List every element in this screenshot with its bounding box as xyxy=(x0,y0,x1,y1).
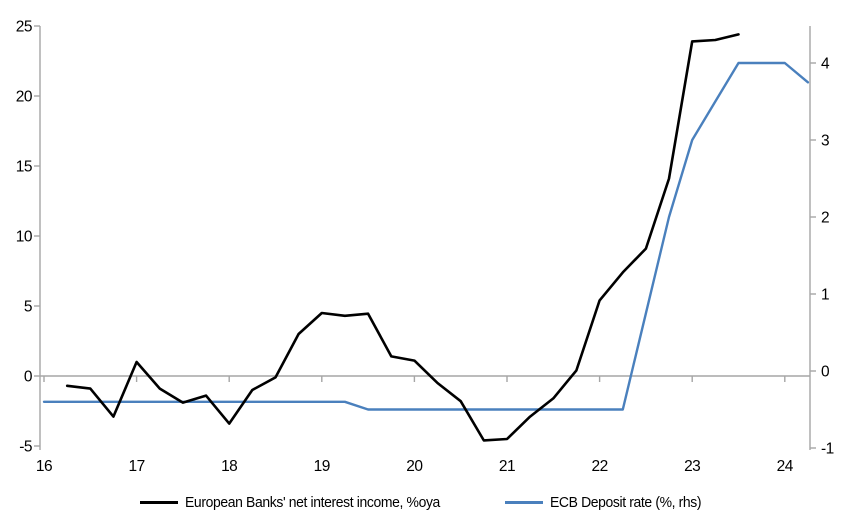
left-tick-label: 20 xyxy=(16,89,33,106)
ecb-line-swatch-icon xyxy=(504,500,543,504)
right-tick-label: 4 xyxy=(821,56,830,73)
left-tick-label: 25 xyxy=(16,19,32,36)
x-tick-label: 17 xyxy=(128,458,144,475)
right-tick-label: 3 xyxy=(821,133,829,150)
x-tick-label: 23 xyxy=(684,458,700,475)
left-tick-label: 15 xyxy=(16,159,32,176)
legend-item-nii: European Banks' net interest income, %oy… xyxy=(139,493,459,511)
right-tick-label: 1 xyxy=(821,287,829,304)
legend-label-nii: European Banks' net interest income, %oy… xyxy=(184,493,440,511)
right-tick-label: 0 xyxy=(821,364,830,381)
legend-label-ecb: ECB Deposit rate (%, rhs) xyxy=(549,493,702,511)
left-tick-label: 10 xyxy=(16,229,33,246)
x-tick-label: 19 xyxy=(314,458,330,475)
right-tick-label: -1 xyxy=(821,441,834,458)
x-tick-label: 16 xyxy=(36,458,52,475)
left-tick-label: -5 xyxy=(19,439,32,456)
nii-line-swatch-icon xyxy=(139,500,178,504)
x-tick-label: 18 xyxy=(221,458,237,475)
left-tick-label: 0 xyxy=(24,369,33,386)
x-tick-label: 24 xyxy=(777,458,794,475)
x-tick-label: 20 xyxy=(406,458,423,475)
x-tick-label: 22 xyxy=(591,458,607,475)
left-tick-label: 5 xyxy=(24,299,32,316)
x-tick-label: 21 xyxy=(499,458,515,475)
ecb-deposit-rate-line xyxy=(42,61,810,411)
right-tick-label: 2 xyxy=(821,210,829,227)
legend-item-ecb: ECB Deposit rate (%, rhs) xyxy=(504,493,713,511)
chart-legend: European Banks' net interest income, %oy… xyxy=(0,487,852,517)
nii-line xyxy=(65,33,740,442)
